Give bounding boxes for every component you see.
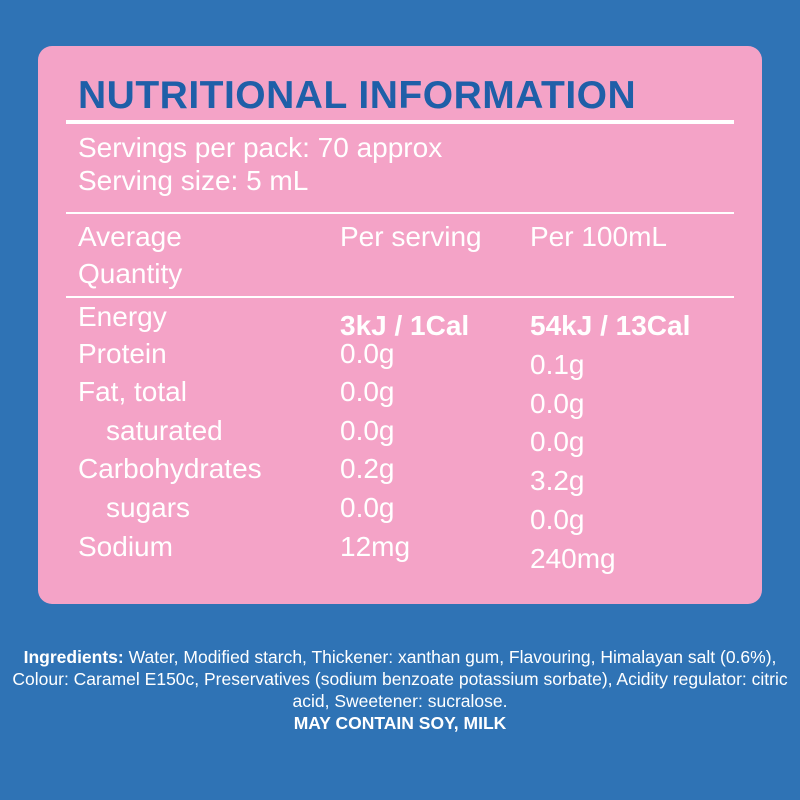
nutrition-title: NUTRITIONAL INFORMATION [78, 74, 637, 117]
row-name-fat-total: Fat, total [78, 376, 187, 407]
ingredients-block: Ingredients: Water, Modified starch, Thi… [8, 646, 792, 734]
row-serving-protein: 0.0g [340, 338, 395, 369]
row-100ml-saturated: 0.0g [530, 426, 585, 457]
allergen-warning: MAY CONTAIN SOY, MILK [293, 713, 507, 733]
servings-per-pack: Servings per pack: 70 approx [78, 132, 443, 163]
row-serving-sodium: 12mg [340, 531, 411, 562]
row-name-saturated: saturated [106, 415, 223, 446]
header-quantity: Quantity [78, 258, 183, 289]
servings-divider [66, 212, 734, 214]
header-per-serving: Per serving [340, 221, 482, 252]
row-serving-saturated: 0.0g [340, 415, 395, 446]
row-100ml-sugars: 0.0g [530, 504, 585, 535]
ingredients-text: Water, Modified starch, Thickener: xanth… [12, 647, 788, 711]
row-name-sodium: Sodium [78, 531, 173, 562]
row-100ml-energy: 54kJ / 13Cal [530, 310, 691, 341]
row-serving-carbohydrates: 0.2g [340, 453, 395, 484]
row-100ml-protein: 0.1g [530, 349, 585, 380]
serving-size: Serving size: 5 mL [78, 165, 309, 196]
row-100ml-carbohydrates: 3.2g [530, 465, 585, 496]
header-average: Average [78, 221, 182, 252]
row-100ml-sodium: 240mg [530, 543, 616, 574]
header-per-100ml: Per 100mL [530, 221, 667, 252]
row-name-carbohydrates: Carbohydrates [78, 453, 262, 484]
row-name-energy: Energy [78, 301, 167, 332]
row-serving-sugars: 0.0g [340, 492, 395, 523]
row-100ml-fat-total: 0.0g [530, 388, 585, 419]
nutrition-panel: NUTRITIONAL INFORMATION Servings per pac… [38, 46, 762, 604]
ingredients-label: Ingredients: [23, 647, 124, 667]
header-divider [66, 296, 734, 298]
title-divider [66, 120, 734, 124]
row-name-sugars: sugars [106, 492, 191, 523]
row-serving-fat-total: 0.0g [340, 376, 395, 407]
row-serving-energy: 3kJ / 1Cal [340, 310, 470, 341]
row-name-protein: Protein [78, 338, 167, 369]
